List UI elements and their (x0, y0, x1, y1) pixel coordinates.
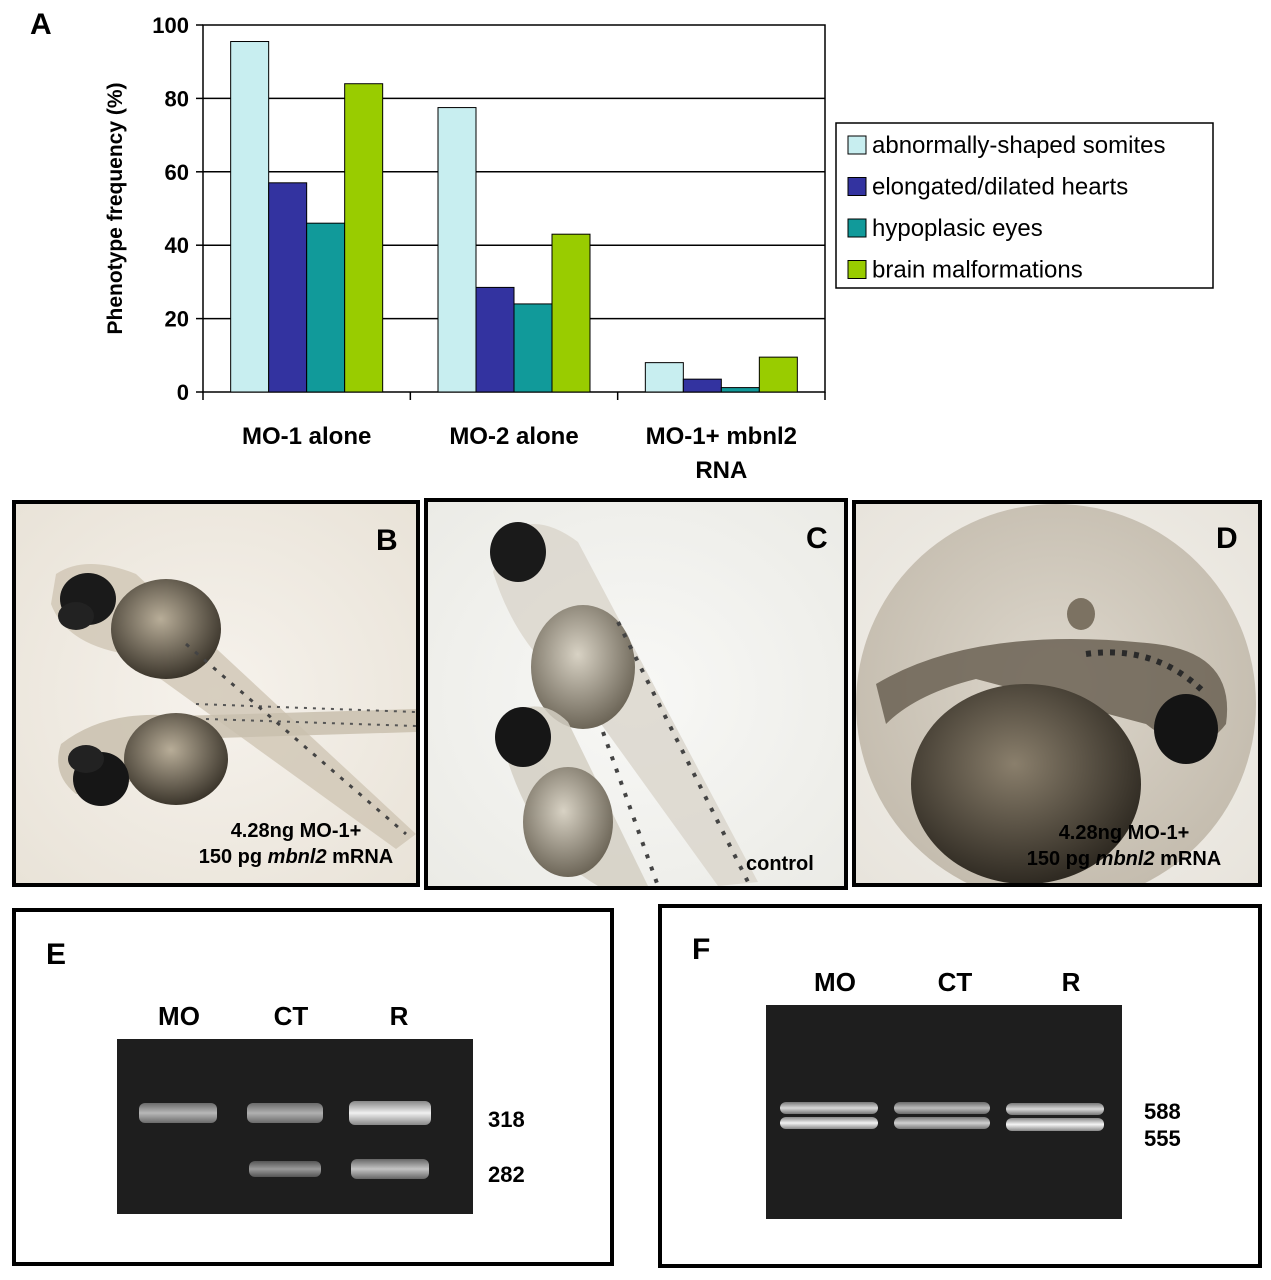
legend-swatch (847, 260, 867, 279)
photo-b-caption: 4.28ng MO-1+ 150 pg mbnl2 mRNA (176, 818, 416, 870)
y-tick-label: 20 (165, 307, 189, 332)
gel-f-band-mo-555 (780, 1117, 878, 1129)
photo-d-caption-line1: 4.28ng MO-1+ (1058, 822, 1190, 844)
y-tick-label: 40 (165, 233, 189, 258)
y-tick-label: 0 (177, 380, 189, 405)
bar (644, 362, 684, 393)
y-tick-label: 80 (165, 86, 189, 111)
bar (344, 83, 384, 393)
legend-label: brain malformations (872, 257, 1083, 284)
photo-d-caption: 4.28ng MO-1+ 150 pg mbnl2 mRNA (1002, 820, 1246, 872)
bar (475, 286, 515, 393)
photo-b-caption-line1: 4.28ng MO-1+ (230, 820, 362, 842)
x-category-label: MO-1 alone (242, 423, 371, 450)
gel-f-lane-label-ct: CT (937, 967, 973, 997)
gel-f-size-588: 588 (1144, 1099, 1181, 1124)
gel-e-lane-label-ct: CT (273, 1001, 309, 1031)
legend-label: elongated/dilated hearts (872, 174, 1128, 201)
gel-f-size-555: 555 (1144, 1126, 1181, 1151)
gel-e-band-r-318 (349, 1101, 431, 1125)
gel-e-band-ct-282 (249, 1161, 321, 1177)
gel-f-band-ct-555 (894, 1117, 990, 1129)
panel-letter-b: B (376, 524, 398, 557)
bar (682, 378, 722, 393)
gel-e-lane-label-mo: MO (158, 1001, 200, 1031)
bar (306, 222, 346, 393)
gel-e-image (117, 1039, 473, 1214)
legend-label: hypoplasic eyes (872, 215, 1043, 242)
bar (230, 41, 270, 393)
photo-panel-c: C control (424, 498, 848, 890)
photo-d-caption-line2: 150 pg mbnl2 mRNA (1026, 848, 1222, 870)
bar (513, 303, 553, 393)
legend-swatch (847, 135, 867, 155)
photo-b-caption-line2: 150 pg mbnl2 mRNA (198, 846, 394, 868)
panel-letter-a: A (30, 8, 52, 41)
legend-swatch (847, 218, 867, 238)
panel-letter-c: C (806, 522, 828, 555)
legend-label: abnormally-shaped somites (872, 132, 1165, 159)
gel-panel-e: E MO CT R 318 282 (12, 908, 614, 1266)
gel-e-band-ct-318 (247, 1103, 323, 1123)
gel-f-band-mo-588 (780, 1102, 878, 1114)
y-axis-label: Phenotype frequency (%) (104, 82, 127, 334)
gel-e-band-r-282 (351, 1159, 429, 1179)
photo-b-image (16, 504, 416, 883)
gel-f-lane-label-mo: MO (814, 967, 856, 997)
y-tick-label: 100 (152, 13, 189, 38)
gel-f-lane-label-r: R (1061, 967, 1081, 997)
x-category-label: MO-1+ mbnl2 (646, 423, 797, 450)
bar (268, 182, 308, 393)
bar (720, 387, 760, 393)
legend-box (835, 122, 1214, 289)
gel-f-band-r-588 (1006, 1103, 1104, 1115)
photo-c-caption: control (746, 853, 814, 875)
photo-panel-b: B 4.28ng MO-1+ 150 pg mbnl2 mRNA (12, 500, 420, 887)
x-category-label: RNA (695, 457, 747, 484)
photo-d-image (856, 504, 1258, 883)
legend-swatch (847, 177, 867, 196)
gel-panel-f: F MO CT R 588 555 (658, 904, 1262, 1268)
bar (758, 356, 798, 393)
x-category-label: MO-2 alone (449, 423, 578, 450)
photo-b-gene-name: mbnl2 (267, 846, 327, 868)
panel-letter-f: F (692, 933, 711, 966)
photo-c-image (428, 502, 844, 886)
panel-letter-d: D (1216, 522, 1238, 555)
y-tick-label: 60 (165, 160, 189, 185)
bar-chart: 0 20 40 60 80 100 MO-1 alone MO-2 alone MO-1+ mb… (104, 13, 1214, 484)
gel-e-lane-label-r: R (389, 1001, 409, 1031)
panel-letter-e: E (46, 938, 67, 971)
gel-e-size-318: 318 (488, 1107, 525, 1132)
gel-f-band-ct-588 (894, 1102, 990, 1114)
photo-d-gene-name: mbnl2 (1095, 848, 1155, 870)
photo-panel-d: D 4.28ng MO-1+ 150 pg mbnl2 mRNA (852, 500, 1262, 887)
bar (551, 233, 591, 393)
gel-e-band-mo-318 (139, 1103, 217, 1123)
gel-f-band-r-555 (1006, 1118, 1104, 1131)
bar (437, 107, 477, 393)
gel-e-size-282: 282 (488, 1162, 525, 1187)
gel-f-image (766, 1005, 1122, 1219)
